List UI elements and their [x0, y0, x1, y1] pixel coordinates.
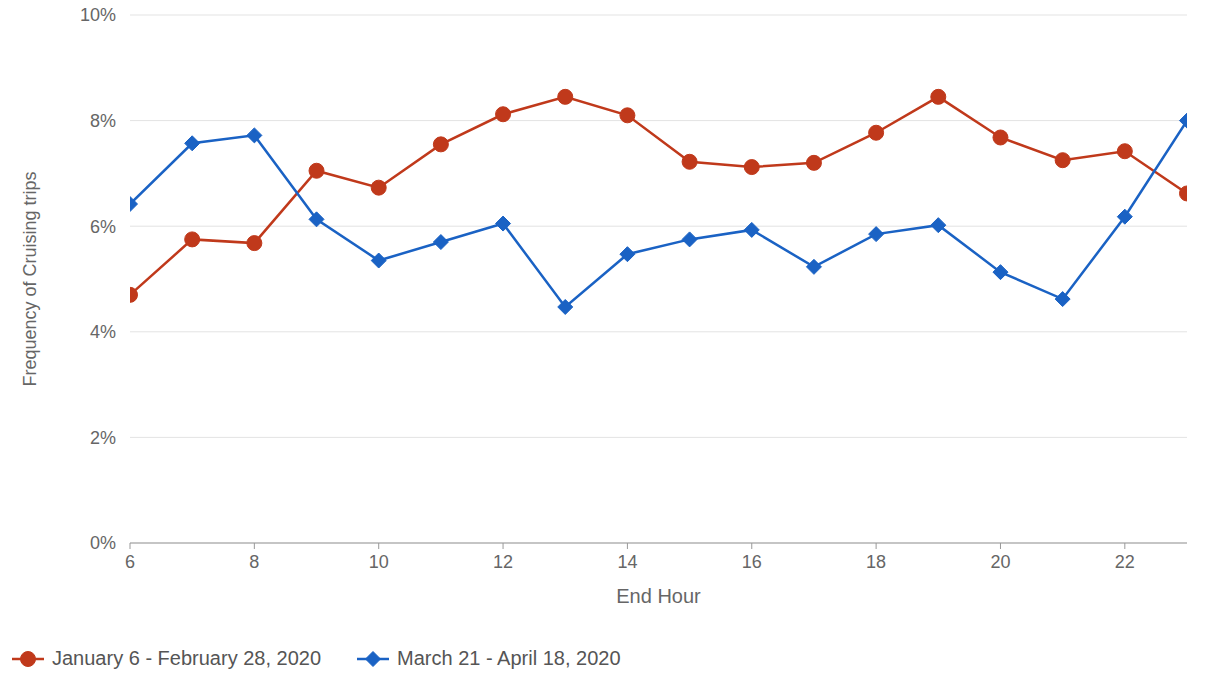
svg-text:12: 12: [493, 552, 513, 572]
svg-text:16: 16: [742, 552, 762, 572]
svg-text:8: 8: [249, 552, 259, 572]
svg-text:18: 18: [866, 552, 886, 572]
svg-text:10%: 10%: [80, 5, 116, 25]
svg-text:End Hour: End Hour: [616, 585, 701, 607]
svg-text:2%: 2%: [90, 428, 116, 448]
svg-text:6: 6: [125, 552, 135, 572]
html-text:March 21 - April 18, 2020: March 21 - April 18, 2020: [397, 647, 621, 669]
svg-text:10: 10: [369, 552, 389, 572]
svg-text:20: 20: [990, 552, 1010, 572]
svg-text:14: 14: [617, 552, 637, 572]
svg-text:4%: 4%: [90, 322, 116, 342]
svg-text:0%: 0%: [90, 533, 116, 553]
svg-text:8%: 8%: [90, 111, 116, 131]
html-text:January 6 - February 28, 2020: January 6 - February 28, 2020: [52, 647, 321, 669]
svg-text:6%: 6%: [90, 217, 116, 237]
svg-text:22: 22: [1115, 552, 1135, 572]
svg-text:Frequency of Cruising trips: Frequency of Cruising trips: [20, 171, 40, 386]
